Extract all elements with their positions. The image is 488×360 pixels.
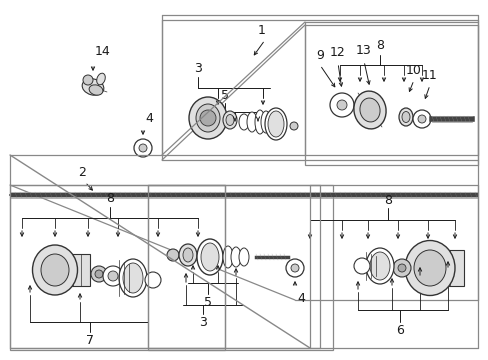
Text: 1: 1 — [258, 23, 265, 36]
Text: 11: 11 — [421, 68, 437, 81]
Ellipse shape — [289, 122, 297, 130]
Ellipse shape — [32, 245, 77, 295]
Text: 6: 6 — [395, 324, 403, 337]
Ellipse shape — [359, 98, 379, 122]
Ellipse shape — [189, 97, 226, 139]
Ellipse shape — [139, 144, 147, 152]
Ellipse shape — [201, 243, 219, 271]
Ellipse shape — [200, 110, 216, 126]
Bar — [65, 254, 90, 286]
Ellipse shape — [397, 264, 405, 272]
Text: 13: 13 — [355, 44, 371, 57]
Ellipse shape — [392, 259, 410, 277]
Ellipse shape — [246, 112, 257, 132]
Text: 2: 2 — [78, 166, 86, 179]
Text: 14: 14 — [95, 45, 110, 58]
Ellipse shape — [91, 266, 107, 282]
Ellipse shape — [41, 254, 69, 286]
Bar — [10, 185, 224, 350]
Ellipse shape — [95, 270, 103, 278]
Text: 12: 12 — [329, 45, 345, 59]
Ellipse shape — [267, 111, 284, 137]
Text: 8: 8 — [106, 192, 114, 204]
Ellipse shape — [413, 250, 445, 286]
Ellipse shape — [369, 252, 389, 280]
Ellipse shape — [119, 259, 147, 297]
Text: 8: 8 — [375, 39, 383, 51]
Ellipse shape — [223, 111, 237, 129]
Text: 4: 4 — [296, 292, 304, 305]
Ellipse shape — [239, 248, 248, 266]
Ellipse shape — [230, 247, 241, 267]
Ellipse shape — [285, 259, 304, 277]
Ellipse shape — [417, 115, 425, 123]
Ellipse shape — [97, 73, 105, 85]
Ellipse shape — [108, 271, 118, 281]
Ellipse shape — [264, 108, 286, 140]
Text: 3: 3 — [194, 62, 202, 75]
Ellipse shape — [353, 258, 369, 274]
Ellipse shape — [365, 248, 393, 284]
Ellipse shape — [134, 139, 152, 157]
Ellipse shape — [89, 85, 102, 95]
Text: 5: 5 — [221, 89, 228, 102]
Text: 4: 4 — [145, 112, 153, 125]
Ellipse shape — [353, 91, 386, 129]
Ellipse shape — [103, 266, 123, 286]
Ellipse shape — [329, 93, 353, 117]
Text: 9: 9 — [315, 49, 323, 62]
Ellipse shape — [412, 110, 430, 128]
Text: 10: 10 — [405, 63, 421, 77]
Ellipse shape — [179, 244, 197, 266]
Bar — [441, 250, 463, 286]
Ellipse shape — [401, 112, 409, 122]
Ellipse shape — [225, 114, 234, 126]
Ellipse shape — [83, 75, 93, 85]
Text: 3: 3 — [199, 315, 206, 328]
Ellipse shape — [82, 79, 103, 95]
Ellipse shape — [336, 100, 346, 110]
Text: 8: 8 — [383, 194, 391, 207]
Ellipse shape — [145, 272, 161, 288]
Ellipse shape — [223, 246, 232, 268]
Ellipse shape — [404, 240, 454, 296]
Ellipse shape — [290, 264, 298, 272]
Ellipse shape — [196, 104, 220, 132]
Ellipse shape — [261, 111, 270, 133]
Bar — [148, 185, 332, 350]
Ellipse shape — [398, 108, 412, 126]
Ellipse shape — [239, 114, 248, 130]
Ellipse shape — [167, 249, 179, 261]
Ellipse shape — [123, 263, 142, 293]
Text: 7: 7 — [86, 333, 94, 346]
Ellipse shape — [254, 110, 264, 134]
Ellipse shape — [197, 239, 223, 275]
Ellipse shape — [183, 248, 193, 262]
Text: 5: 5 — [203, 296, 212, 309]
